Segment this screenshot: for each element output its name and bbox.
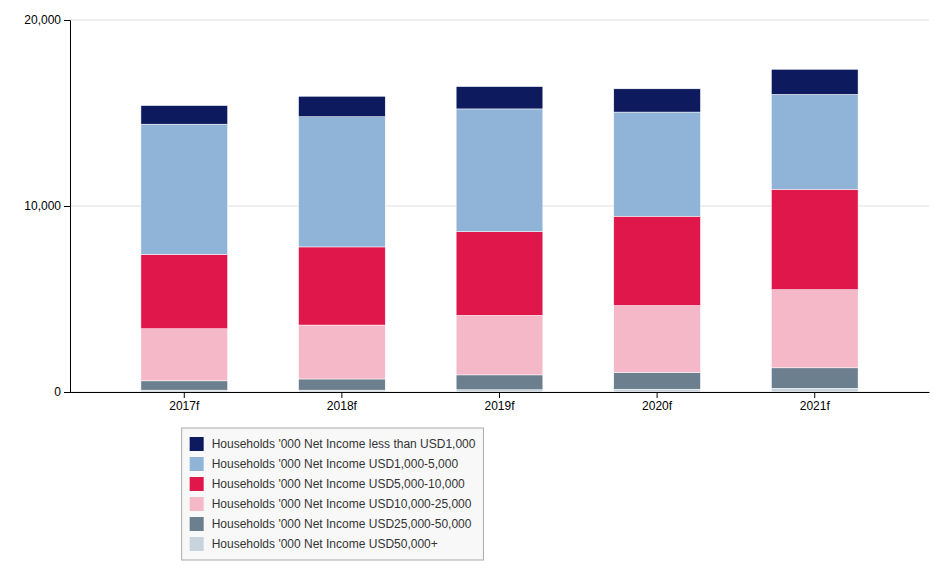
- bar: [141, 254, 228, 328]
- bar: [456, 109, 543, 232]
- y-tick: 0: [54, 385, 70, 399]
- bar: [141, 124, 228, 254]
- x-tick: 2019f: [484, 392, 515, 413]
- x-tick-label: 2017f: [169, 399, 200, 413]
- plot: 2017f 2018f 2019f 2020f 2021f 0 10,000 20,000: [24, 13, 929, 412]
- legend-item: Households '000 Net Income USD10,000-25,…: [190, 497, 472, 511]
- x-tick: 2020f: [642, 392, 673, 413]
- bar: [141, 390, 228, 392]
- grid-line: [70, 20, 929, 21]
- legend-swatch: [190, 437, 204, 451]
- bar: [614, 389, 701, 392]
- legend-swatch: [190, 517, 204, 531]
- bar: [456, 375, 543, 390]
- y-tick-label: 20,000: [24, 13, 61, 27]
- legend-item: Households '000 Net Income USD5,000-10,0…: [190, 477, 465, 491]
- bars: [141, 69, 858, 392]
- y-tick-label: 10,000: [24, 199, 61, 213]
- legend-item: Households '000 Net Income less than USD…: [190, 437, 476, 451]
- legend: Households '000 Net Income less than USD…: [182, 428, 484, 560]
- bar: [614, 372, 701, 389]
- bar: [141, 329, 228, 381]
- bar: [456, 390, 543, 392]
- legend-label: Households '000 Net Income USD5,000-10,0…: [212, 477, 465, 491]
- bar: [614, 89, 701, 112]
- bar: [456, 315, 543, 375]
- y-tick-mark: [64, 392, 70, 393]
- legend-item: Households '000 Net Income USD25,000-50,…: [190, 517, 472, 531]
- chart: 2017f 2018f 2019f 2020f 2021f 0 10,000 20,000 Ho…: [0, 0, 949, 582]
- x-tick-label: 2019f: [484, 399, 515, 413]
- legend-swatch: [190, 477, 204, 491]
- bar-series: [141, 69, 858, 124]
- bar: [299, 379, 386, 390]
- x-tick: 2017f: [169, 392, 200, 413]
- x-tick-label: 2018f: [327, 399, 358, 413]
- bar: [299, 247, 386, 325]
- y-tick-mark: [64, 20, 70, 21]
- bar-series: [141, 94, 858, 254]
- bar: [771, 189, 858, 289]
- y-tick: 20,000: [24, 13, 70, 27]
- legend-swatch: [190, 537, 204, 551]
- x-tick: 2018f: [327, 392, 358, 413]
- x-tick-mark: [657, 392, 658, 398]
- y-axis: 0 10,000 20,000: [24, 13, 70, 399]
- x-tick-label: 2020f: [642, 399, 673, 413]
- bar: [771, 388, 858, 392]
- bar: [771, 368, 858, 388]
- bar: [141, 106, 228, 125]
- bar: [299, 117, 386, 247]
- bar: [299, 96, 386, 116]
- bar: [141, 381, 228, 390]
- bar: [771, 290, 858, 368]
- bar: [299, 390, 386, 392]
- legend-item: Households '000 Net Income USD50,000+: [190, 537, 438, 551]
- bar: [614, 112, 701, 216]
- y-tick-mark: [64, 206, 70, 207]
- x-axis: 2017f 2018f 2019f 2020f 2021f: [71, 392, 930, 413]
- y-tick: 10,000: [24, 199, 70, 213]
- legend-label: Households '000 Net Income less than USD…: [212, 437, 476, 451]
- x-tick-mark: [184, 392, 185, 398]
- y-tick-label: 0: [54, 385, 61, 399]
- legend-label: Households '000 Net Income USD10,000-25,…: [212, 497, 472, 511]
- x-tick-mark: [814, 392, 815, 398]
- x-tick-mark: [499, 392, 500, 398]
- legend-label: Households '000 Net Income USD1,000-5,00…: [212, 457, 459, 471]
- bar: [456, 87, 543, 109]
- x-tick-label: 2021f: [800, 399, 831, 413]
- bar: [614, 216, 701, 305]
- legend-swatch: [190, 497, 204, 511]
- x-tick-mark: [341, 392, 342, 398]
- legend-swatch: [190, 457, 204, 471]
- y-axis-line: [64, 21, 71, 393]
- bar: [771, 69, 858, 94]
- grid: [70, 20, 929, 392]
- bar: [299, 325, 386, 379]
- x-tick: 2021f: [800, 392, 831, 413]
- bar: [771, 94, 858, 189]
- bar: [614, 306, 701, 373]
- legend-label: Households '000 Net Income USD50,000+: [212, 537, 438, 551]
- legend-frame: [182, 428, 484, 560]
- bar: [456, 232, 543, 316]
- legend-item: Households '000 Net Income USD1,000-5,00…: [190, 457, 459, 471]
- legend-label: Households '000 Net Income USD25,000-50,…: [212, 517, 472, 531]
